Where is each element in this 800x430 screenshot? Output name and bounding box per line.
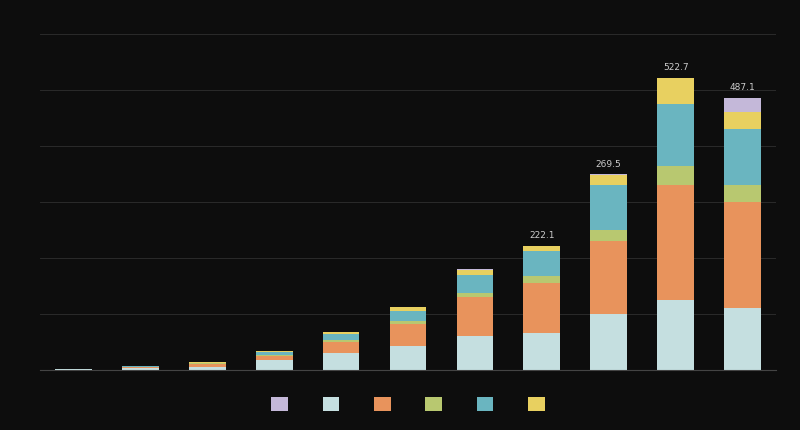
- Bar: [658, 185, 694, 300]
- Bar: [724, 202, 761, 308]
- Bar: [457, 270, 494, 275]
- Bar: [189, 363, 226, 364]
- Bar: [189, 362, 226, 363]
- Bar: [322, 340, 359, 342]
- Text: 269.5: 269.5: [596, 160, 622, 169]
- Bar: [457, 297, 494, 336]
- Bar: [322, 353, 359, 370]
- Bar: [457, 336, 494, 370]
- Bar: [523, 276, 560, 283]
- Bar: [390, 324, 426, 346]
- Bar: [322, 334, 359, 340]
- Bar: [590, 230, 627, 241]
- Bar: [390, 346, 426, 370]
- Bar: [55, 369, 92, 370]
- Bar: [256, 352, 293, 355]
- Bar: [724, 129, 761, 185]
- Text: 522.7: 522.7: [663, 63, 689, 72]
- Bar: [122, 368, 158, 370]
- Bar: [390, 307, 426, 310]
- Bar: [590, 175, 627, 185]
- Bar: [724, 308, 761, 370]
- Bar: [658, 300, 694, 370]
- Bar: [590, 314, 627, 370]
- Bar: [256, 356, 293, 360]
- Bar: [322, 342, 359, 353]
- Bar: [189, 364, 226, 367]
- Bar: [590, 185, 627, 230]
- Bar: [390, 321, 426, 324]
- Bar: [457, 275, 494, 293]
- Text: 222.1: 222.1: [529, 231, 554, 240]
- Bar: [256, 360, 293, 370]
- Bar: [523, 246, 560, 251]
- Bar: [523, 334, 560, 370]
- Bar: [256, 355, 293, 356]
- Bar: [523, 283, 560, 334]
- Bar: [322, 332, 359, 334]
- Bar: [189, 367, 226, 370]
- Bar: [590, 241, 627, 314]
- Bar: [122, 367, 158, 368]
- Bar: [724, 111, 761, 129]
- Legend: , , , , , : , , , , ,: [271, 397, 545, 412]
- Bar: [658, 78, 694, 104]
- Bar: [724, 98, 761, 111]
- Bar: [457, 269, 494, 270]
- Text: 487.1: 487.1: [730, 83, 755, 92]
- Bar: [658, 166, 694, 185]
- Bar: [658, 104, 694, 166]
- Bar: [457, 293, 494, 297]
- Bar: [256, 351, 293, 352]
- Bar: [724, 185, 761, 202]
- Bar: [523, 251, 560, 276]
- Bar: [390, 310, 426, 321]
